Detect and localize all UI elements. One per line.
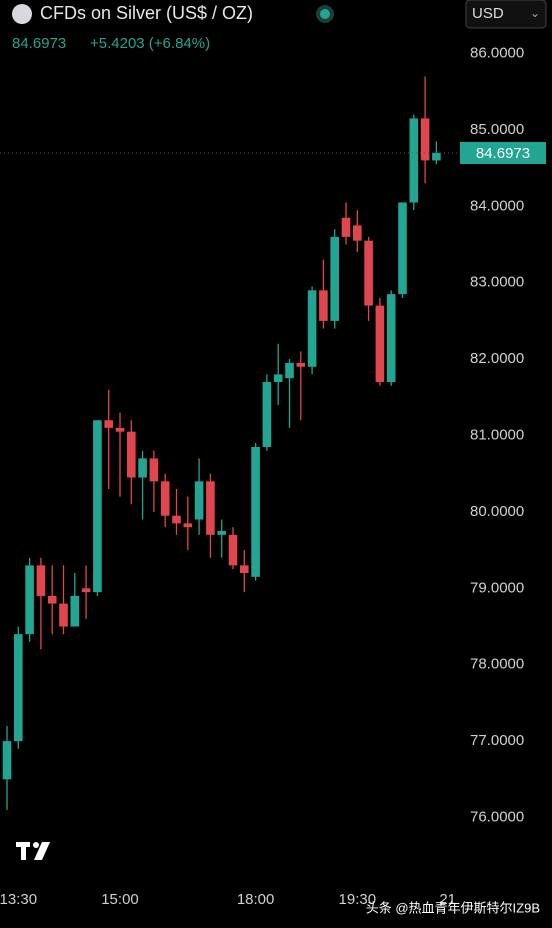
candle-body [341, 217, 351, 237]
candle-body [409, 118, 419, 203]
candle-body [183, 523, 193, 528]
candle-body [296, 362, 306, 367]
candle-body [285, 362, 294, 379]
candle-body [273, 374, 283, 383]
tv-logo [16, 842, 50, 860]
header-change: +5.4203 (+6.84%) [90, 35, 210, 52]
x-tick-label: 18:00 [237, 891, 275, 908]
x-tick-label: 13:30 [0, 891, 37, 908]
y-tick-label: 79.0000 [470, 579, 524, 596]
candle-body [228, 534, 238, 566]
candle-body [386, 294, 396, 383]
candle-body [36, 565, 46, 596]
candle-body [47, 595, 57, 604]
candle-body [251, 446, 260, 577]
candle-body [25, 565, 34, 635]
status-dot [320, 9, 330, 19]
symbol-icon [12, 4, 32, 24]
candle-body [138, 458, 147, 478]
y-tick-label: 85.0000 [470, 121, 524, 138]
candle-body [398, 202, 407, 295]
y-tick-label: 76.0000 [470, 808, 524, 825]
y-tick-label: 86.0000 [470, 44, 524, 61]
candle-body [172, 515, 181, 524]
currency-button[interactable] [465, 0, 547, 29]
header-price: 84.6973 [12, 35, 66, 52]
watermark: 头条 @热血青年伊斯特尔IZ9B [366, 900, 540, 915]
y-tick-label: 80.0000 [470, 503, 524, 520]
candle-body [353, 225, 362, 241]
y-tick-label: 77.0000 [470, 732, 524, 749]
last-price-label: 84.6973 [476, 145, 530, 162]
candle-body [194, 481, 204, 520]
chart-title: CFDs on Silver (US$ / OZ) [40, 3, 253, 23]
candle-body [319, 290, 328, 321]
candle-body [217, 531, 226, 535]
candle-body [330, 236, 339, 321]
y-tick-label: 82.0000 [470, 350, 524, 367]
y-tick-label: 84.0000 [470, 197, 524, 214]
candle-body [70, 595, 80, 627]
candle-body [240, 565, 249, 574]
candle-body [375, 305, 385, 383]
candle-body [160, 481, 170, 516]
dropdown-arrow[interactable]: ⌄ [530, 6, 540, 20]
x-tick-label: 21 [439, 891, 456, 908]
y-tick-label: 78.0000 [470, 656, 524, 673]
candle-body [115, 427, 125, 432]
candle-body [2, 741, 12, 780]
y-tick-label: 81.0000 [470, 426, 524, 443]
x-tick-label: 19:30 [339, 891, 377, 908]
candle-body [432, 152, 441, 161]
candle-body [149, 458, 159, 482]
y-tick-label: 83.0000 [470, 274, 524, 291]
candle-body [307, 290, 317, 367]
candle-body [206, 481, 215, 535]
candle-body [81, 588, 91, 593]
currency-label[interactable]: USD [472, 5, 504, 22]
candle-body [127, 431, 136, 478]
x-tick-label: 15:00 [101, 891, 139, 908]
candle-body [420, 118, 430, 161]
candle-body [14, 634, 23, 742]
candle-body [93, 420, 102, 593]
candle-body [104, 420, 113, 428]
candle-body [59, 603, 68, 627]
last-price-box [460, 142, 546, 165]
candle-body [364, 240, 373, 306]
candle-body [262, 382, 272, 447]
